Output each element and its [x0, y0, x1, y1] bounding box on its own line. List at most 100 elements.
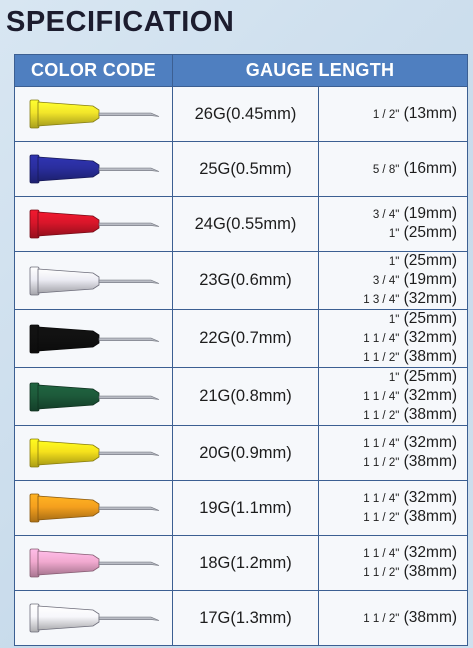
- color-code-cell: [14, 590, 173, 646]
- needle-hub-icon: [29, 154, 160, 184]
- length-inches: 1 1 / 2": [363, 457, 400, 469]
- color-code-cell: [14, 141, 173, 197]
- length-inches: 1 1 / 2": [363, 512, 400, 524]
- needle-hub-icon: [29, 266, 160, 295]
- length-line: 1 1 / 2" (38mm): [319, 453, 457, 472]
- gauge-cell: 21G(0.8mm): [172, 367, 319, 426]
- length-line: 1" (25mm): [319, 224, 457, 243]
- table-row: 24G(0.55mm) 3 / 4" (19mm) 1" (25mm): [14, 196, 469, 252]
- table-row: 17G(1.3mm) 1 1 / 2" (38mm): [14, 590, 469, 646]
- length-line: 1 / 2" (13mm): [319, 105, 457, 124]
- gauge-cell: 25G(0.5mm): [172, 141, 319, 197]
- length-mm: (16mm): [403, 159, 458, 177]
- length-inches: 3 / 4": [372, 209, 400, 221]
- length-mm: (32mm): [403, 544, 458, 561]
- gauge-cell: 26G(0.45mm): [172, 86, 319, 142]
- table-row: 20G(0.9mm) 1 1 / 4" (32mm) 1 1 / 2" (38mm): [14, 425, 469, 481]
- table-row: 18G(1.2mm) 1 1 / 4" (32mm) 1 1 / 2" (38mm): [14, 535, 469, 591]
- length-mm: (32mm): [403, 290, 458, 307]
- color-code-cell: [14, 535, 173, 591]
- length-inches: 1 1 / 4": [363, 391, 400, 403]
- table-row: 25G(0.5mm) 5 / 8" (16mm): [14, 141, 469, 197]
- length-inches: 1": [388, 256, 400, 268]
- gauge-cell: 18G(1.2mm): [172, 535, 319, 591]
- length-cell: 1 1 / 4" (32mm) 1 1 / 2" (38mm): [317, 535, 469, 591]
- table-row: 21G(0.8mm) 1" (25mm) 1 1 / 4" (32mm) 1 1 / …: [14, 367, 469, 426]
- length-mm: (25mm): [403, 252, 458, 269]
- needle-hub-icon: [29, 548, 160, 578]
- length-line: 1 1 / 4" (32mm): [319, 329, 457, 348]
- gauge-cell: 17G(1.3mm): [172, 590, 319, 646]
- length-mm: (25mm): [403, 224, 458, 241]
- needle-hub-icon: [29, 99, 160, 129]
- length-line: 1 1 / 2" (38mm): [319, 406, 457, 425]
- table-row: 19G(1.1mm) 1 1 / 4" (32mm) 1 1 / 2" (38mm): [14, 480, 469, 536]
- length-inches: 1 1 / 4": [363, 493, 400, 505]
- length-inches: 1 1 / 4": [363, 438, 400, 450]
- gauge-cell: 19G(1.1mm): [172, 480, 319, 536]
- length-mm: (38mm): [403, 348, 458, 365]
- length-mm: (13mm): [403, 104, 458, 122]
- length-inches: 1": [388, 372, 400, 384]
- length-cell: 1 / 2" (13mm): [317, 86, 469, 142]
- length-mm: (32mm): [403, 329, 458, 346]
- length-line: 1 3 / 4" (32mm): [319, 290, 457, 309]
- length-mm: (25mm): [403, 310, 458, 327]
- length-line: 1" (25mm): [319, 252, 457, 271]
- table-row: 22G(0.7mm) 1" (25mm) 1 1 / 4" (32mm) 1 1 / …: [14, 309, 469, 368]
- length-cell: 3 / 4" (19mm) 1" (25mm): [317, 196, 469, 252]
- length-line: 3 / 4" (19mm): [319, 205, 457, 224]
- length-line: 1" (25mm): [319, 310, 457, 329]
- length-inches: 5 / 8": [372, 163, 400, 176]
- length-line: 1 1 / 2" (38mm): [319, 563, 457, 582]
- length-line: 1 1 / 4" (32mm): [319, 387, 457, 406]
- needle-hub-icon: [29, 603, 160, 633]
- gauge-cell: 22G(0.7mm): [172, 309, 319, 368]
- table-row: 26G(0.45mm) 1 / 2" (13mm): [14, 86, 469, 142]
- length-inches: 1 / 2": [372, 108, 400, 121]
- table-row: 23G(0.6mm) 1" (25mm) 3 / 4" (19mm) 1 3 / 4"…: [14, 251, 469, 310]
- page-title: SPECIFICATION: [6, 6, 235, 38]
- color-code-cell: [14, 86, 173, 142]
- length-mm: (38mm): [403, 563, 458, 580]
- color-code-cell: [14, 480, 173, 536]
- length-mm: (19mm): [403, 271, 458, 288]
- needle-hub-icon: [29, 209, 160, 239]
- needle-hub-icon: [29, 324, 160, 353]
- length-line: 1" (25mm): [319, 368, 457, 387]
- length-line: 1 1 / 4" (32mm): [319, 489, 457, 508]
- gauge-length-header: GAUGE LENGTH: [171, 54, 469, 87]
- length-mm: (25mm): [403, 368, 458, 385]
- length-inches: 3 / 4": [372, 275, 400, 287]
- length-line: 3 / 4" (19mm): [319, 271, 457, 290]
- length-inches: 1 3 / 4": [363, 294, 400, 306]
- length-mm: (32mm): [403, 434, 458, 451]
- table-body: 26G(0.45mm) 1 / 2" (13mm) 25G(0.5mm) 5 / 8"…: [14, 86, 469, 646]
- length-inches: 1 1 / 2": [363, 410, 400, 422]
- length-line: 1 1 / 2" (38mm): [319, 348, 457, 367]
- color-code-cell: [14, 196, 173, 252]
- length-inches: 1": [388, 314, 400, 326]
- needle-hub-icon: [29, 382, 160, 411]
- length-inches: 1": [388, 228, 400, 240]
- length-cell: 1 1 / 4" (32mm) 1 1 / 2" (38mm): [317, 480, 469, 536]
- length-cell: 1 1 / 2" (38mm): [317, 590, 469, 646]
- length-mm: (38mm): [403, 508, 458, 525]
- gauge-cell: 23G(0.6mm): [172, 251, 319, 310]
- length-inches: 1 1 / 2": [363, 352, 400, 364]
- table-header-row: COLOR CODE GAUGE LENGTH: [14, 54, 469, 87]
- length-line: 1 1 / 2" (38mm): [319, 508, 457, 527]
- length-cell: 5 / 8" (16mm): [317, 141, 469, 197]
- length-line: 1 1 / 4" (32mm): [319, 544, 457, 563]
- length-cell: 1" (25mm) 1 1 / 4" (32mm) 1 1 / 2" (38mm): [317, 309, 469, 368]
- gauge-cell: 20G(0.9mm): [172, 425, 319, 481]
- length-line: 1 1 / 2" (38mm): [319, 609, 457, 628]
- needle-hub-icon: [29, 438, 160, 468]
- specification-table: COLOR CODE GAUGE LENGTH 26G(0.45mm) 1 / 2…: [14, 54, 469, 646]
- length-mm: (38mm): [403, 406, 458, 423]
- length-cell: 1" (25mm) 3 / 4" (19mm) 1 3 / 4" (32mm): [317, 251, 469, 310]
- length-mm: (32mm): [403, 387, 458, 404]
- color-code-cell: [14, 425, 173, 481]
- length-mm: (38mm): [403, 453, 458, 470]
